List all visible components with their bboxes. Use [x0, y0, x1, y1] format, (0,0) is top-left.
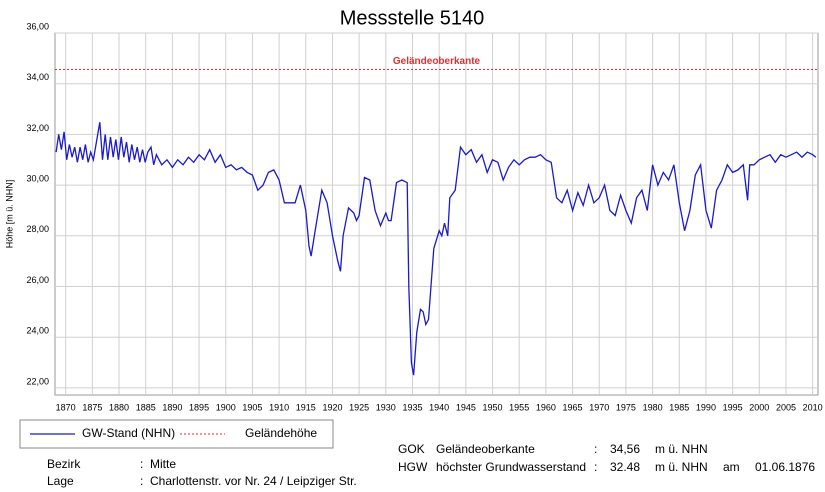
x-tick-label: 1875 [82, 402, 102, 412]
x-tick-label: 1920 [322, 402, 342, 412]
y-tick-label: 32,00 [26, 123, 49, 133]
x-tick-label: 1970 [589, 402, 609, 412]
y-tick-label: 26,00 [26, 275, 49, 285]
info-code: GOK [398, 442, 425, 456]
x-tick-label: 2005 [776, 402, 796, 412]
info-separator: : [140, 474, 143, 488]
info-value: Charlottenstr. vor Nr. 24 / Leipziger St… [150, 474, 357, 488]
x-tick-label: 1880 [109, 402, 129, 412]
x-tick-label: 1870 [56, 402, 76, 412]
info-date: 01.06.1876 [755, 460, 815, 474]
x-tick-label: 1975 [616, 402, 636, 412]
x-tick-label: 1940 [429, 402, 449, 412]
info-code: HGW [398, 460, 428, 474]
x-tick-label: 1905 [242, 402, 262, 412]
info-separator: : [140, 457, 143, 471]
x-tick-label: 2010 [803, 402, 823, 412]
x-tick-label: 1895 [189, 402, 209, 412]
info-label: Bezirk [47, 457, 81, 471]
info-label: höchster Grundwasserstand [436, 460, 586, 474]
x-tick-label: 1910 [269, 402, 289, 412]
x-tick-label: 1980 [643, 402, 663, 412]
x-tick-label: 1935 [402, 402, 422, 412]
x-tick-label: 1985 [669, 402, 689, 412]
legend-label: GW-Stand (NHN) [82, 426, 175, 440]
x-tick-label: 1965 [563, 402, 583, 412]
y-tick-label: 22,00 [26, 376, 49, 386]
info-separator: : [594, 460, 597, 474]
plot-area [54, 32, 819, 396]
x-tick-label: 1925 [349, 402, 369, 412]
data-line [55, 122, 817, 376]
x-tick-label: 1945 [456, 402, 476, 412]
x-tick-label: 1955 [509, 402, 529, 412]
y-axis-label: Höhe [m ü. NHN] [4, 180, 14, 249]
info-date-label: am [723, 460, 740, 474]
y-tick-label: 24,00 [26, 326, 49, 336]
x-tick-label: 1990 [696, 402, 716, 412]
x-tick-label: 1950 [483, 402, 503, 412]
y-tick-label: 34,00 [26, 72, 49, 82]
chart-title: Messstelle 5140 [340, 7, 485, 29]
x-tick-label: 1915 [296, 402, 316, 412]
info-label: Geländeoberkante [436, 442, 535, 456]
y-tick-label: 30,00 [26, 173, 49, 183]
info-value: 34,56 [610, 442, 640, 456]
info-unit: m ü. NHN [655, 442, 708, 456]
info-separator: : [594, 442, 597, 456]
info-value: Mitte [150, 457, 176, 471]
y-tick-label: 36,00 [26, 21, 49, 31]
info-label: Lage [47, 474, 74, 488]
x-tick-label: 2000 [749, 402, 769, 412]
legend-label: Geländehöhe [245, 426, 317, 440]
info-unit: m ü. NHN [655, 460, 708, 474]
x-tick-label: 1900 [216, 402, 236, 412]
y-tick-label: 28,00 [26, 224, 49, 234]
reference-label: Geländeoberkante [393, 56, 481, 67]
x-tick-label: 1890 [162, 402, 182, 412]
info-value: 32.48 [610, 460, 640, 474]
x-tick-label: 1995 [723, 402, 743, 412]
x-tick-label: 1885 [136, 402, 156, 412]
x-tick-label: 1960 [536, 402, 556, 412]
x-tick-label: 1930 [376, 402, 396, 412]
legend-box [19, 419, 334, 449]
